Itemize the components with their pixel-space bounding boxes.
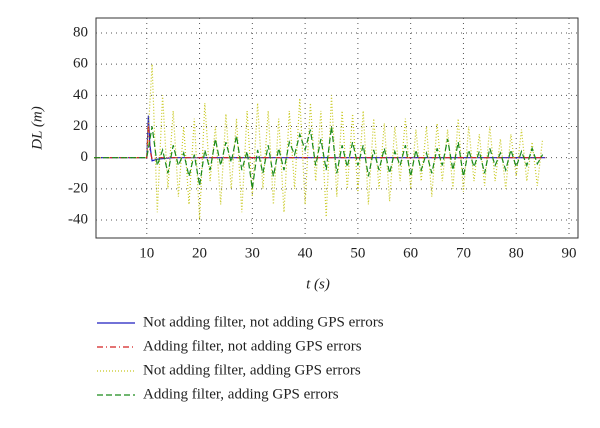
y-tick-label: -20	[68, 180, 88, 196]
x-tick-label: 40	[298, 245, 313, 261]
series-line	[94, 64, 544, 221]
y-tick-label: 40	[73, 87, 88, 103]
x-tick-label: 90	[562, 245, 577, 261]
x-tick-label: 70	[456, 245, 471, 261]
y-tick-label: -40	[68, 211, 88, 227]
y-tick-label: 60	[73, 56, 88, 72]
x-tick-label: 10	[139, 245, 154, 261]
plot-frame	[95, 17, 579, 239]
y-tick-label: 80	[73, 24, 88, 40]
x-tick-label: 80	[509, 245, 524, 261]
legend-label: Adding filter, adding GPS errors	[143, 386, 339, 402]
series-line	[94, 126, 544, 189]
legend-label: Adding filter, not adding GPS errors	[143, 338, 362, 354]
x-tick-label: 60	[403, 245, 418, 261]
series-line	[94, 115, 546, 162]
series-line	[94, 123, 546, 160]
x-tick-label: 20	[192, 245, 207, 261]
x-tick-label: 50	[350, 245, 365, 261]
legend-label: Not adding filter, adding GPS errors	[143, 362, 361, 378]
x-axis-label: t (s)	[306, 276, 330, 292]
y-axis-label: DL (m)	[29, 106, 45, 150]
y-tick-label: 20	[73, 118, 88, 134]
legend-label: Not adding filter, not adding GPS errors	[143, 314, 384, 330]
x-tick-label: 30	[245, 245, 260, 261]
y-tick-label: 0	[81, 149, 89, 165]
